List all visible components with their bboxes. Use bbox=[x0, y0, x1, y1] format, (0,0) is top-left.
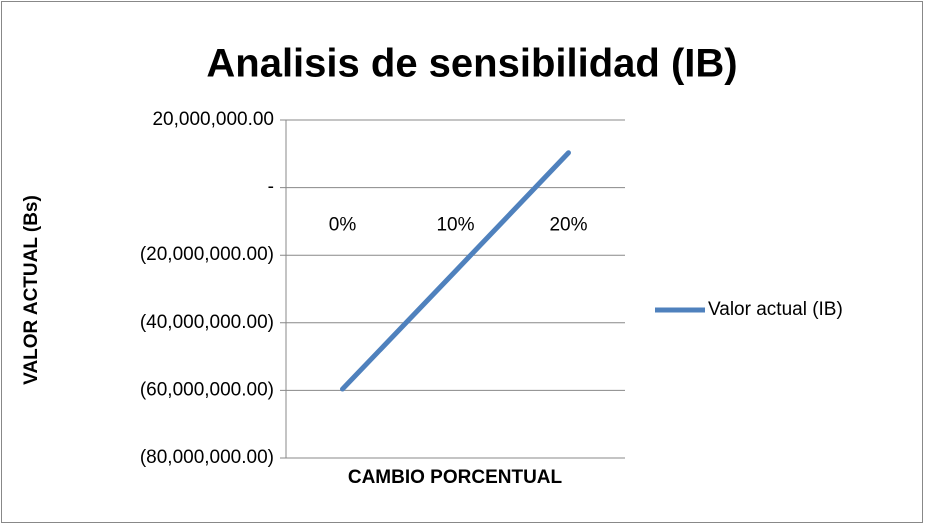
y-tick-label: (20,000,000.00) bbox=[140, 244, 274, 265]
x-tick-label: 0% bbox=[329, 215, 357, 236]
y-tick-label: - bbox=[268, 177, 274, 198]
x-tick-label: 20% bbox=[549, 215, 587, 236]
data-line bbox=[340, 150, 571, 392]
x-axis-title: CAMBIO PORCENTUAL bbox=[348, 467, 563, 488]
y-axis-title: VALOR ACTUAL (Bs) bbox=[21, 195, 42, 385]
x-tick-label: 10% bbox=[436, 215, 474, 236]
y-tick-label: (60,000,000.00) bbox=[140, 379, 274, 400]
y-tick-label: 20,000,000.00 bbox=[152, 109, 274, 130]
y-tick-label: (40,000,000.00) bbox=[140, 312, 274, 333]
chart-title: Analisis de sensibilidad (IB) bbox=[206, 42, 737, 86]
legend-label: Valor actual (IB) bbox=[708, 299, 843, 320]
y-tick-label: (80,000,000.00) bbox=[140, 447, 274, 468]
